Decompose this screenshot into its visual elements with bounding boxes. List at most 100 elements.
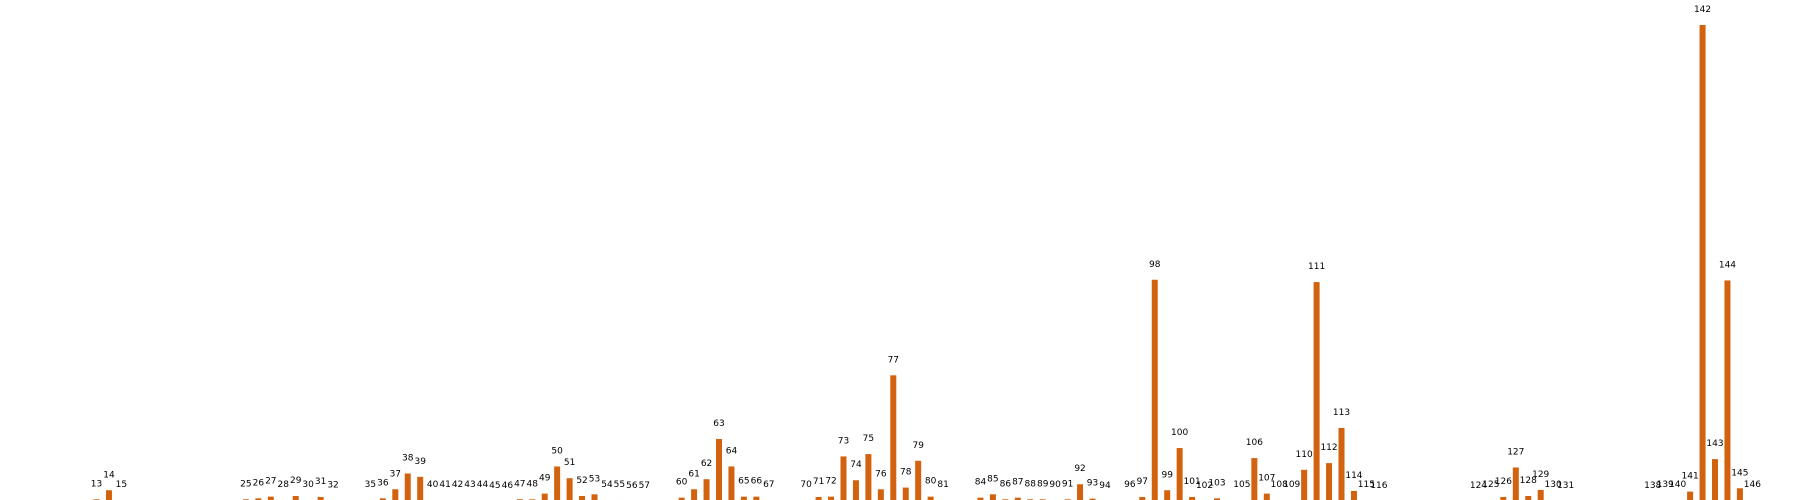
bar-61: [691, 489, 698, 500]
bar-label-26: 26: [253, 478, 265, 488]
bar-label-84: 84: [975, 478, 987, 488]
bar-label-14: 14: [103, 470, 115, 480]
bar-label-79: 79: [912, 441, 924, 451]
bar-label-96: 96: [1124, 480, 1136, 490]
bar-label-94: 94: [1099, 481, 1111, 491]
bar-label-30: 30: [302, 480, 314, 490]
bar-label-125: 125: [1482, 480, 1499, 490]
bar-72: [828, 496, 835, 500]
bar-label-146: 146: [1744, 480, 1761, 490]
bars-layer: [93, 25, 1756, 500]
bar-label-38: 38: [402, 454, 414, 464]
bar-label-139: 139: [1657, 480, 1674, 490]
bar-label-106: 106: [1246, 438, 1263, 448]
bar-label-124: 124: [1470, 481, 1487, 491]
bar-label-110: 110: [1296, 450, 1313, 460]
bar-74: [852, 480, 859, 500]
bar-label-60: 60: [676, 478, 688, 488]
bar-label-49: 49: [539, 474, 551, 484]
bar-110: [1301, 469, 1308, 500]
bar-103: [1214, 498, 1220, 500]
bar-label-108: 108: [1271, 480, 1288, 490]
bar-38: [404, 473, 411, 500]
bar-label-15: 15: [116, 480, 127, 490]
bar-60: [678, 497, 685, 500]
bar-label-43: 43: [464, 480, 475, 490]
bar-31: [317, 496, 324, 500]
bar-label-31: 31: [315, 477, 326, 487]
bar-142: [1699, 25, 1706, 500]
bar-98: [1151, 279, 1158, 500]
bar-label-111: 111: [1308, 262, 1325, 272]
bar-129: [1537, 489, 1544, 500]
bar-53: [591, 494, 598, 500]
bar-label-32: 32: [327, 481, 338, 491]
bar-label-39: 39: [414, 457, 426, 467]
bar-label-81: 81: [937, 480, 948, 490]
bar-label-143: 143: [1706, 439, 1723, 449]
bar-label-42: 42: [452, 480, 463, 490]
bar-label-74: 74: [850, 460, 862, 470]
bar-label-70: 70: [800, 480, 812, 490]
bar-label-72: 72: [825, 477, 836, 487]
bar-label-131: 131: [1557, 481, 1574, 491]
bar-label-40: 40: [427, 480, 439, 490]
bar-label-35: 35: [365, 480, 376, 490]
bar-100: [1176, 448, 1183, 500]
bar-label-88: 88: [1025, 479, 1037, 489]
bar-label-77: 77: [888, 355, 899, 365]
bar-144: [1724, 280, 1731, 500]
bar-label-115: 115: [1358, 480, 1375, 490]
bar-label-71: 71: [813, 477, 824, 487]
bar-71: [815, 496, 822, 500]
bar-label-63: 63: [713, 419, 724, 429]
bar-label-86: 86: [1000, 479, 1012, 489]
bar-label-113: 113: [1333, 408, 1350, 418]
bar-label-116: 116: [1370, 481, 1387, 491]
bar-label-37: 37: [390, 469, 401, 479]
bar-50: [554, 466, 561, 500]
bar-label-57: 57: [639, 481, 650, 491]
bar-77: [890, 375, 897, 500]
bar-29: [292, 495, 299, 500]
bar-111: [1313, 282, 1320, 500]
bar-label-102: 102: [1196, 481, 1213, 491]
bar-62: [703, 479, 710, 500]
bar-label-90: 90: [1049, 480, 1061, 490]
bar-label-29: 29: [290, 476, 302, 486]
bar-label-138: 138: [1644, 481, 1661, 491]
bar-73: [840, 456, 847, 500]
bar-63: [716, 438, 722, 500]
bar-76: [877, 489, 884, 500]
bar-label-80: 80: [925, 477, 937, 487]
bar-label-53: 53: [589, 474, 600, 484]
bar-label-91: 91: [1062, 479, 1073, 489]
bar-101: [1189, 496, 1196, 500]
bar-label-67: 67: [763, 480, 774, 490]
bar-label-97: 97: [1137, 477, 1148, 487]
bar-145: [1736, 488, 1743, 500]
bar-label-129: 129: [1532, 470, 1549, 480]
bar-label-28: 28: [278, 480, 290, 490]
bar-label-103: 103: [1208, 478, 1225, 488]
bar-75: [865, 454, 872, 500]
bar-label-27: 27: [265, 477, 276, 487]
bar-label-130: 130: [1545, 480, 1562, 490]
bar-label-73: 73: [838, 436, 849, 446]
bar-label-47: 47: [514, 479, 525, 489]
bar-label-76: 76: [875, 469, 887, 479]
bar-39: [417, 476, 424, 500]
bar-label-99: 99: [1161, 470, 1173, 480]
bar-141: [1687, 491, 1694, 500]
bar-label-107: 107: [1258, 474, 1275, 484]
bar-label-75: 75: [863, 434, 874, 444]
bar-label-92: 92: [1074, 464, 1085, 474]
bar-label-64: 64: [726, 446, 738, 456]
bar-label-66: 66: [751, 477, 763, 487]
bar-label-144: 144: [1719, 260, 1736, 270]
bar-112: [1326, 463, 1333, 500]
bar-label-51: 51: [564, 458, 575, 468]
bar-49: [541, 493, 548, 500]
